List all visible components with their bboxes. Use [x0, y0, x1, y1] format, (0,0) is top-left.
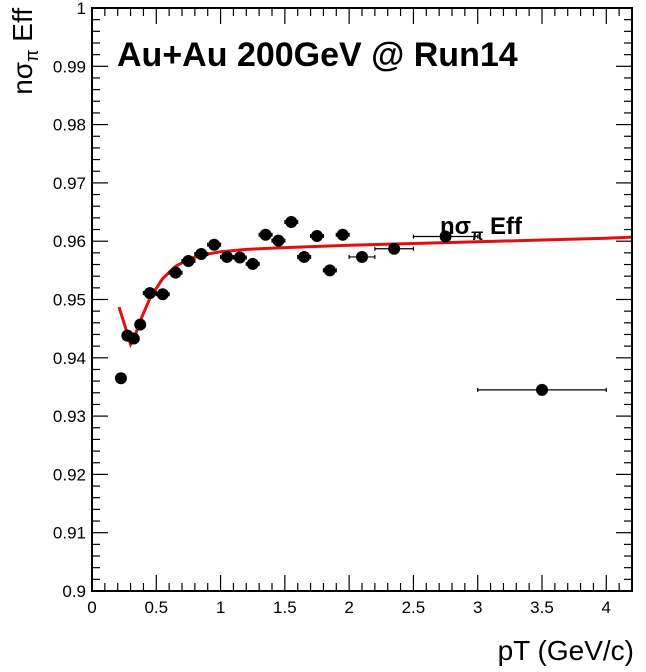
chart-title: Au+Au 200GeV @ Run14 — [117, 36, 518, 74]
data-points-layer — [114, 215, 607, 396]
data-point — [311, 229, 323, 242]
data-point — [536, 383, 548, 396]
y-tick-label: 0.94 — [53, 349, 86, 368]
data-point — [356, 250, 368, 263]
data-point — [272, 234, 285, 247]
y-axis-title-n: n — [7, 79, 38, 95]
y-axis-title-sigma: σ — [7, 62, 38, 79]
x-tick-label: 1 — [216, 598, 225, 617]
data-point — [127, 332, 140, 345]
legend-label: nσπ Eff — [440, 213, 523, 244]
y-axis-title-eff: Eff — [7, 8, 38, 50]
x-tick-label: 3.5 — [530, 598, 554, 617]
y-tick-label: 0.99 — [53, 57, 86, 76]
y-tick-label: 0.9 — [62, 582, 86, 601]
data-point — [336, 228, 349, 241]
data-point — [233, 251, 246, 264]
y-axis-title-sub: π — [22, 50, 42, 62]
x-tick-label: 0 — [87, 598, 96, 617]
x-tick-label: 2.5 — [402, 598, 426, 617]
y-axis-title: nσπ Eff — [7, 8, 42, 95]
y-tick-label: 0.92 — [53, 465, 86, 484]
x-tick-label: 4 — [602, 598, 611, 617]
data-point — [298, 250, 311, 263]
y-tick-label: 0.93 — [53, 407, 86, 426]
data-point — [259, 228, 272, 241]
data-point — [143, 287, 156, 300]
data-point — [246, 257, 259, 270]
data-point — [169, 266, 182, 279]
y-tick-label: 1 — [77, 0, 86, 18]
data-point — [195, 248, 208, 261]
x-tick-label: 3 — [473, 598, 482, 617]
data-point — [134, 318, 147, 331]
x-tick-label: 0.5 — [144, 598, 168, 617]
data-point — [285, 215, 298, 228]
data-point — [182, 255, 195, 268]
data-point — [114, 372, 127, 385]
y-tick-label: 0.91 — [53, 524, 86, 543]
y-tick-label: 0.97 — [53, 174, 86, 193]
x-tick-label: 2 — [344, 598, 353, 617]
legend: nσπ Eff — [440, 213, 523, 244]
y-tick-label: 0.98 — [53, 116, 86, 135]
x-axis-ticks: 0 0.5 1 1.5 2 2.5 3 3.5 4 — [87, 8, 633, 617]
y-axis-ticks: 0.9 0.91 0.92 0.93 0.94 0.95 0.96 0.97 0.98 0.99 1 — [53, 0, 632, 601]
x-tick-label: 1.5 — [273, 598, 297, 617]
data-point — [208, 238, 221, 251]
x-axis-title: pT (GeV/c) — [498, 635, 634, 666]
data-point — [439, 230, 452, 243]
data-point — [221, 250, 233, 263]
data-point — [388, 242, 401, 255]
plot-frame — [91, 7, 633, 592]
data-point — [156, 288, 169, 301]
y-tick-label: 0.96 — [53, 232, 86, 251]
data-point — [323, 264, 336, 277]
y-tick-label: 0.95 — [53, 291, 86, 310]
